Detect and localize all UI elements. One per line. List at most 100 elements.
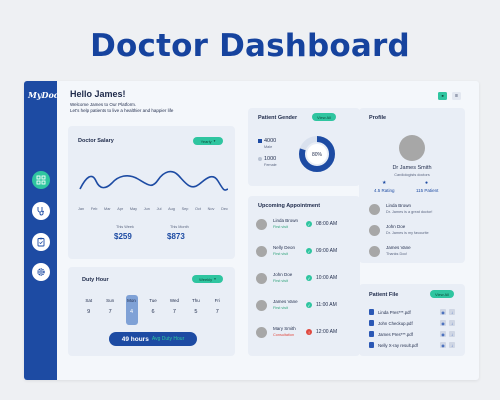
duty-day-1[interactable]: Sun 7	[104, 295, 116, 325]
header-button-b[interactable]: ☰	[452, 92, 461, 100]
check-icon: ✓	[306, 221, 312, 227]
header-button-a[interactable]: ■	[438, 92, 447, 100]
view-file-icon[interactable]: ◉	[440, 320, 446, 326]
donut-male-arc	[299, 136, 335, 172]
appointment-type: First visit	[273, 225, 288, 229]
nav-stethoscope[interactable]	[32, 202, 50, 220]
download-icon[interactable]: ↓	[449, 320, 455, 326]
duty-day-2[interactable]: Mon 4	[125, 295, 138, 325]
this-week-label: This Week	[116, 225, 134, 229]
document-icon	[369, 331, 374, 337]
female-count: 1000	[264, 156, 277, 162]
nav-dashboard[interactable]	[32, 171, 50, 189]
appointment-row[interactable]: Linda Brown First visit ✓ 08:00 AM	[256, 218, 354, 232]
duty-hour-card: Duty Hour Weekly ▾ Sat 9 Sun 7 Mon 4 Tue 6 Wed 7 T…	[68, 267, 235, 356]
duty-day-name: Mon	[127, 298, 136, 303]
month-tick-label: Nov	[207, 207, 215, 211]
appointment-row[interactable]: Mary Smith Consultation! 12:00 AM	[256, 326, 354, 340]
duty-day-hours: 7	[172, 309, 176, 315]
donut-center	[307, 144, 327, 164]
month-tick-label: May	[129, 207, 138, 211]
view-file-icon[interactable]: ◉	[440, 342, 446, 348]
month-tick-label: Jul	[156, 207, 162, 211]
duty-day-6[interactable]: Fri 7	[211, 295, 223, 325]
duty-filter-dropdown[interactable]: Weekly ▾	[192, 275, 223, 283]
salary-card: Doctor Salary Yearly ▾ Jan Feb Mar Apr May Ju…	[68, 126, 235, 259]
duty-day-0[interactable]: Sat 9	[83, 295, 95, 325]
file-row[interactable]: Linda Pres***.pdf ◉ ↓	[369, 308, 459, 316]
duty-day-strip: Sat 9 Sun 7 Mon 4 Tue 6 Wed 7 Thu 5 Fri 7	[78, 295, 228, 325]
view-file-icon[interactable]: ◉	[440, 331, 446, 337]
clipboard-icon	[37, 237, 45, 247]
appointment-name: Linda Brown	[273, 218, 299, 223]
month-tick-label: Aug	[168, 207, 175, 211]
file-row[interactable]: Nelly X-ray result.pdf ◉ ↓	[369, 341, 459, 349]
nav-clipboard[interactable]	[32, 233, 50, 251]
appointment-row[interactable]: James Vane First visit ✓ 11:00 AM	[256, 299, 354, 313]
duty-day-5[interactable]: Thu 5	[190, 295, 202, 325]
gender-title: Patient Gender	[258, 115, 298, 121]
month-tick-label: Jun	[143, 207, 150, 211]
app-logo: MyDoc	[28, 90, 59, 100]
appointment-row[interactable]: Nelly Deon First visit ✓ 09:00 AM	[256, 245, 354, 259]
download-icon[interactable]: ↓	[449, 342, 455, 348]
duty-day-4[interactable]: Wed 7	[168, 295, 180, 325]
chevron-down-icon: ▾	[214, 277, 216, 281]
avatar	[369, 204, 380, 215]
welcome-text: Welcome James to Our Platform.	[70, 102, 137, 107]
month-tick-label: Jan	[78, 207, 85, 211]
dashboard-window: MyDoc Hello James! Welcome James to Our …	[24, 81, 479, 380]
duty-avg-label: Avg Duty Hour	[151, 336, 185, 342]
duty-day-name: Sat	[85, 298, 93, 303]
avatar	[256, 273, 267, 284]
review-text: Thanks Doc!	[386, 252, 408, 256]
gender-view-all-button[interactable]: View All	[312, 113, 336, 121]
check-icon: ✓	[306, 275, 312, 281]
appointment-type: First visit	[273, 306, 288, 310]
female-label: Female	[264, 163, 277, 167]
patient-gender-card: Patient Gender View All 4000 Male 1000 F…	[248, 108, 360, 186]
female-legend-swatch	[258, 157, 262, 161]
view-file-icon[interactable]: ◉	[440, 309, 446, 315]
appointment-time: 12:00 AM	[316, 328, 338, 335]
duty-day-hours: 4	[130, 309, 134, 315]
profile-title: Profile	[369, 115, 387, 121]
month-tick-label: Apr	[117, 207, 124, 211]
duty-filter-label: Weekly	[199, 276, 213, 282]
alert-icon: !	[306, 329, 312, 335]
appointment-row[interactable]: John Doe First visit ✓ 10:00 AM	[256, 272, 354, 286]
profile-role: Cardiologists doctors	[394, 173, 430, 177]
duty-day-3[interactable]: Tue 6	[147, 295, 159, 325]
review-row: John Doe Dr. James is my favourite	[369, 224, 459, 238]
file-row[interactable]: John Checkup.pdf ◉ ↓	[369, 319, 459, 327]
files-view-all-button[interactable]: View All	[430, 290, 454, 298]
grid-icon	[36, 175, 46, 185]
appointment-type: Consultation	[273, 333, 295, 337]
duty-day-hours: 7	[215, 309, 219, 315]
appointment-type: First visit	[273, 252, 288, 256]
download-icon[interactable]: ↓	[449, 331, 455, 337]
review-name: James Vane	[386, 245, 411, 250]
review-name: Linda Brown	[386, 203, 412, 208]
duty-day-name: Thu	[191, 298, 200, 303]
duty-day-name: Sun	[106, 298, 115, 303]
duty-day-name: Wed	[169, 298, 179, 303]
month-tick-label: Feb	[90, 207, 98, 211]
files-title: Patient File	[369, 292, 399, 298]
review-name: John Doe	[386, 224, 406, 229]
review-text: Dr. James is a great doctor!	[386, 210, 433, 214]
salary-title: Doctor Salary	[78, 138, 114, 144]
gender-donut-chart: 80%	[299, 136, 335, 172]
stethoscope-icon	[37, 207, 44, 216]
duty-day-hours: 6	[151, 309, 155, 315]
nav-settings[interactable]	[32, 263, 50, 281]
appointment-time: 10:00 AM	[316, 274, 338, 281]
profile-card: Profile Dr James Smith Cardiologists doc…	[359, 108, 465, 263]
salary-filter-dropdown[interactable]: Yearly ▾	[193, 137, 223, 145]
duty-day-hours: 5	[194, 309, 198, 315]
review-row: James Vane Thanks Doc!	[369, 245, 459, 259]
month-tick-label: Oct	[195, 207, 201, 211]
file-row[interactable]: James Pres***.pdf ◉ ↓	[369, 330, 459, 338]
duty-day-hours: 7	[108, 309, 112, 315]
download-icon[interactable]: ↓	[449, 309, 455, 315]
